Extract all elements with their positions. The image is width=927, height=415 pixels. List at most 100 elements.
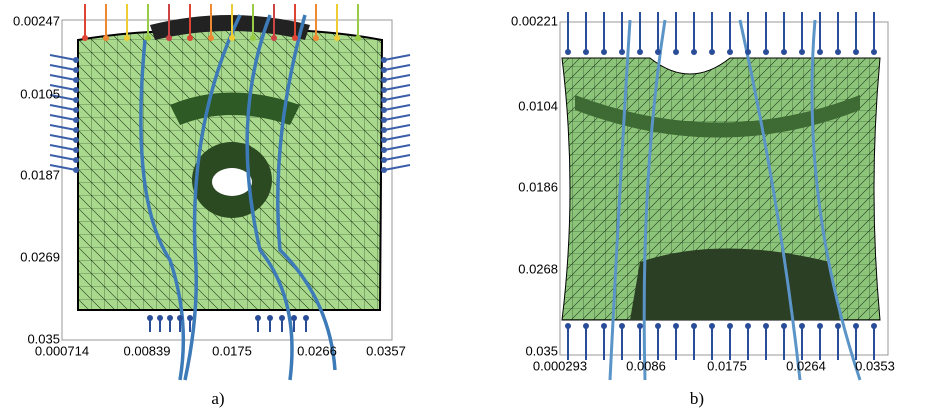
- arrow-head: [691, 49, 697, 55]
- arrow: [384, 145, 410, 150]
- arrow-head: [763, 49, 769, 55]
- arrow-head: [177, 315, 183, 321]
- arrow: [50, 155, 76, 160]
- arrow-head: [745, 49, 751, 55]
- panel-a: [62, 15, 392, 380]
- arrow-head: [381, 167, 387, 173]
- arrow-head: [208, 35, 214, 41]
- arrow-head: [124, 35, 130, 41]
- arrow-head: [381, 97, 387, 103]
- arrow-head: [727, 323, 733, 329]
- arrow: [384, 155, 410, 160]
- arrow-head: [381, 57, 387, 63]
- arrow: [384, 135, 410, 140]
- arrow-head: [73, 147, 79, 153]
- arrow-head: [73, 107, 79, 113]
- arrow-head: [229, 35, 235, 41]
- arrow-head: [292, 35, 298, 41]
- arrow: [50, 65, 76, 70]
- arrow-head: [73, 87, 79, 93]
- y-tick-label: 0.00221: [511, 13, 558, 28]
- arrow-head: [381, 117, 387, 123]
- arrow-head: [381, 77, 387, 83]
- arrow-head: [799, 323, 805, 329]
- x-tick-label: 0.0264: [786, 358, 826, 373]
- arrow: [384, 165, 410, 170]
- x-tick-label: 0.0353: [855, 358, 895, 373]
- arrow-head: [871, 323, 877, 329]
- arrow-head: [655, 323, 661, 329]
- y-tick-label: 0.00247: [13, 13, 60, 28]
- arrow-head: [817, 49, 823, 55]
- arrow-head: [799, 49, 805, 55]
- arrow-head: [73, 117, 79, 123]
- arrow-head: [313, 35, 319, 41]
- arrow-head: [583, 49, 589, 55]
- arrow: [50, 55, 76, 60]
- x-tick-label: 0.0357: [366, 343, 406, 358]
- arrow-head: [250, 35, 256, 41]
- arrow: [384, 55, 410, 60]
- y-tick-label: 0.0269: [20, 249, 60, 264]
- arrow-head: [565, 323, 571, 329]
- arrow-head: [73, 97, 79, 103]
- figure: 0.00247 0.0105 0.0187 0.0269 0.035 0.000714 0.…: [0, 0, 927, 415]
- x-tick-label: 0.0266: [297, 343, 337, 358]
- arrow-head: [166, 35, 172, 41]
- arrow-head: [381, 87, 387, 93]
- x-tick-label: 0.000293: [533, 358, 587, 373]
- arrow-head: [853, 49, 859, 55]
- arrow: [384, 115, 410, 120]
- arrow-head: [565, 49, 571, 55]
- arrow-head: [673, 323, 679, 329]
- caption: a): [211, 389, 224, 408]
- arrow: [384, 105, 410, 110]
- arrow: [384, 125, 410, 130]
- arrow-head: [835, 323, 841, 329]
- x-tick-label: 0.0175: [707, 358, 747, 373]
- y-tick-label: 0.035: [525, 343, 558, 358]
- arrow: [50, 125, 76, 130]
- arrow-head: [291, 315, 297, 321]
- arrow: [50, 135, 76, 140]
- arrow-head: [82, 35, 88, 41]
- arrow: [50, 75, 76, 80]
- arrow-head: [167, 315, 173, 321]
- arrow-head: [619, 49, 625, 55]
- arrow-head: [381, 157, 387, 163]
- arrow-head: [73, 127, 79, 133]
- arrow-head: [255, 315, 261, 321]
- arrow: [50, 115, 76, 120]
- mesh-hole-inner: [212, 168, 252, 196]
- arrow-head: [187, 315, 193, 321]
- arrow-head: [73, 57, 79, 63]
- arrow-head: [619, 323, 625, 329]
- arrow-head: [381, 147, 387, 153]
- arrow-head: [73, 67, 79, 73]
- arrow-head: [334, 35, 340, 41]
- arrow-head: [817, 323, 823, 329]
- x-tick-label: 0.00839: [124, 343, 171, 358]
- arrow-head: [187, 35, 193, 41]
- arrow-head: [835, 49, 841, 55]
- arrow-head: [853, 323, 859, 329]
- x-tick-label: 0.000714: [35, 343, 89, 358]
- y-tick-label: 0.0187: [20, 167, 60, 182]
- arrow-head: [381, 67, 387, 73]
- arrow-head: [381, 137, 387, 143]
- arrow-head: [381, 127, 387, 133]
- arrow-head: [637, 49, 643, 55]
- arrow-head: [145, 35, 151, 41]
- mesh-dome: [630, 249, 840, 321]
- arrow-head: [147, 315, 153, 321]
- arrow-head: [745, 323, 751, 329]
- caption: b): [690, 389, 704, 408]
- arrow: [384, 85, 410, 90]
- y-tick-label: 0.0186: [518, 179, 558, 194]
- x-tick-label: 0.0086: [626, 358, 666, 373]
- arrow-head: [709, 323, 715, 329]
- y-tick-label: 0.0105: [20, 86, 60, 101]
- arrow-head: [727, 49, 733, 55]
- arrow: [384, 95, 410, 100]
- y-tick-label: 0.0104: [518, 98, 558, 113]
